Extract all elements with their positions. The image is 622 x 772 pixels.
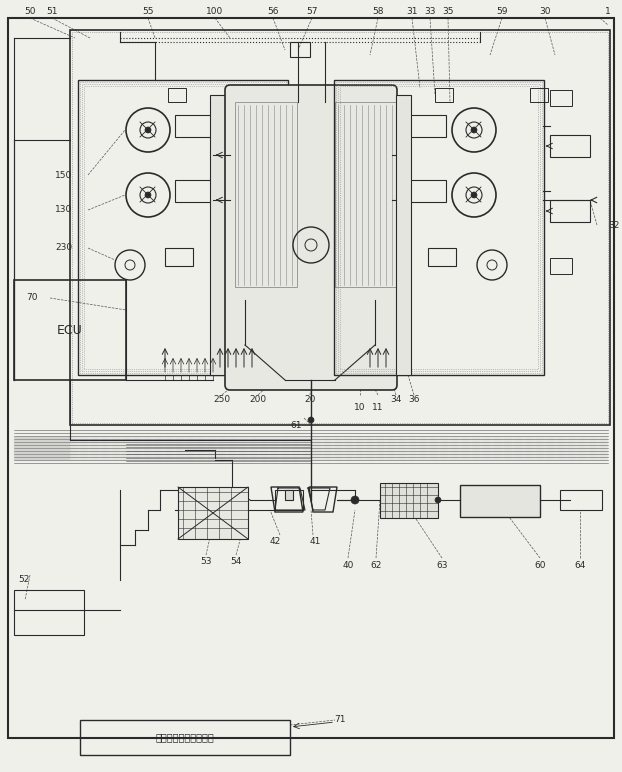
Bar [560,490,602,510]
Bar [334,80,544,375]
Text: ECU: ECU [57,323,83,337]
Text: 56: 56 [267,8,279,16]
Text: 230: 230 [55,243,72,252]
Bar [408,180,446,202]
Text: 41: 41 [309,537,321,547]
Bar [530,88,548,102]
Text: 52: 52 [18,575,30,584]
Text: 40: 40 [342,560,354,570]
Text: 70: 70 [27,293,38,303]
Bar [175,180,213,202]
Bar [550,135,590,157]
Bar [338,84,540,371]
Bar [428,248,456,266]
Text: 10: 10 [355,404,366,412]
Text: 100: 100 [207,8,224,16]
Polygon shape [285,490,293,500]
Text: 58: 58 [372,8,384,16]
Text: 250: 250 [213,395,231,405]
Bar [340,86,538,369]
Bar [460,485,540,517]
Text: アクセルペダルセンサ: アクセルペダルセンサ [156,732,215,742]
FancyBboxPatch shape [225,85,397,390]
Text: 32: 32 [608,221,620,229]
Bar [78,80,288,375]
Circle shape [145,127,151,133]
Bar [80,720,290,755]
Text: 42: 42 [269,537,281,547]
Bar [168,88,186,102]
Bar [550,90,572,106]
Bar [72,32,608,423]
Text: 31: 31 [406,8,418,16]
Bar [408,115,446,137]
Text: 30: 30 [539,8,550,16]
Bar [396,95,411,375]
Bar [84,86,282,369]
Text: 55: 55 [142,8,154,16]
Circle shape [471,127,477,133]
Text: 60: 60 [534,560,545,570]
Circle shape [471,192,477,198]
Text: 1: 1 [605,8,611,16]
Text: 130: 130 [55,205,72,215]
Bar [435,88,453,102]
Bar [290,42,310,57]
Bar [380,483,438,518]
Text: 51: 51 [46,8,58,16]
Text: 35: 35 [442,8,454,16]
Bar [175,115,213,137]
Text: 59: 59 [496,8,508,16]
Text: 62: 62 [370,560,382,570]
Text: 71: 71 [334,716,346,724]
Bar [80,82,286,373]
Bar [335,102,397,287]
Text: 64: 64 [574,560,586,570]
Bar [178,487,248,539]
Text: 53: 53 [200,557,211,567]
Text: 200: 200 [249,395,267,405]
Text: 54: 54 [230,557,242,567]
Text: 50: 50 [24,8,35,16]
Text: 11: 11 [372,404,384,412]
Text: 33: 33 [424,8,436,16]
Text: 36: 36 [408,395,420,405]
Circle shape [435,497,441,503]
Bar [82,84,284,371]
Text: 57: 57 [306,8,318,16]
Text: 34: 34 [391,395,402,405]
Bar [210,95,225,375]
Circle shape [308,417,314,423]
Bar [14,280,126,380]
Bar [14,590,84,635]
Circle shape [351,496,359,504]
Text: 61: 61 [290,421,302,429]
Circle shape [145,192,151,198]
Text: 20: 20 [304,395,316,405]
Bar [165,248,193,266]
Bar [550,258,572,274]
Text: 150: 150 [55,171,72,180]
Bar [70,30,610,425]
Bar [550,200,590,222]
Bar [235,102,297,287]
Text: 63: 63 [436,560,448,570]
Bar [336,82,542,373]
